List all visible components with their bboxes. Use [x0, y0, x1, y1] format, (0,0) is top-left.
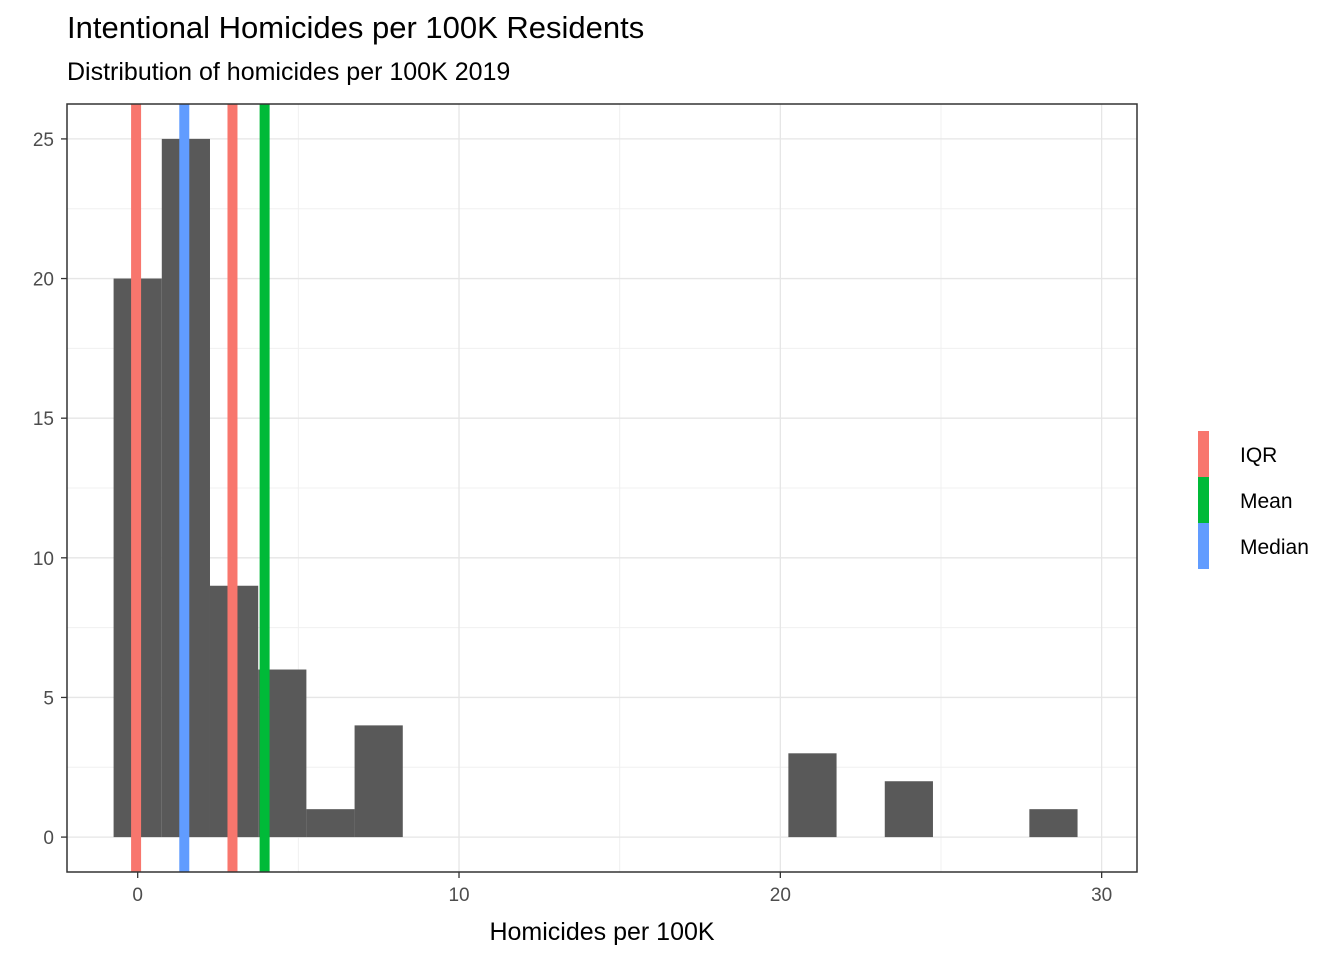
x-axis-title: Homicides per 100K — [489, 918, 714, 946]
legend-key-median — [1198, 523, 1209, 569]
histogram-bar — [788, 753, 837, 838]
histogram-bar — [1029, 809, 1078, 838]
plot-panel-border — [66, 103, 1138, 873]
y-tick-label: 5 — [43, 688, 54, 709]
legend: IQR Mean Median — [1198, 431, 1309, 569]
histogram-bar — [884, 781, 933, 838]
histogram-bar — [354, 725, 403, 838]
y-tick-label: 20 — [33, 270, 54, 291]
y-tick-label: 10 — [33, 549, 54, 570]
y-tick-label: 25 — [33, 130, 54, 151]
y-tick-label: 0 — [43, 828, 54, 849]
legend-label-mean: Mean — [1240, 490, 1293, 513]
chart-title: Intentional Homicides per 100K Residents — [67, 10, 645, 45]
histogram-bar — [306, 809, 355, 838]
x-tick-label: 20 — [770, 885, 791, 906]
y-tick-label: 15 — [33, 409, 54, 430]
ticks-layer: 0 10 20 30 0 5 10 15 20 25 — [33, 130, 1112, 906]
grid-layer — [67, 104, 1137, 872]
legend-key-mean — [1198, 477, 1209, 523]
legend-label-median: Median — [1240, 536, 1309, 559]
legend-key-iqr — [1198, 431, 1209, 477]
legend-label-iqr: IQR — [1240, 444, 1277, 467]
x-tick-label: 0 — [132, 885, 143, 906]
x-tick-label: 10 — [448, 885, 469, 906]
chart-subtitle: Distribution of homicides per 100K 2019 — [67, 58, 511, 86]
x-tick-label: 30 — [1091, 885, 1112, 906]
reference-lines-layer — [131, 104, 270, 872]
